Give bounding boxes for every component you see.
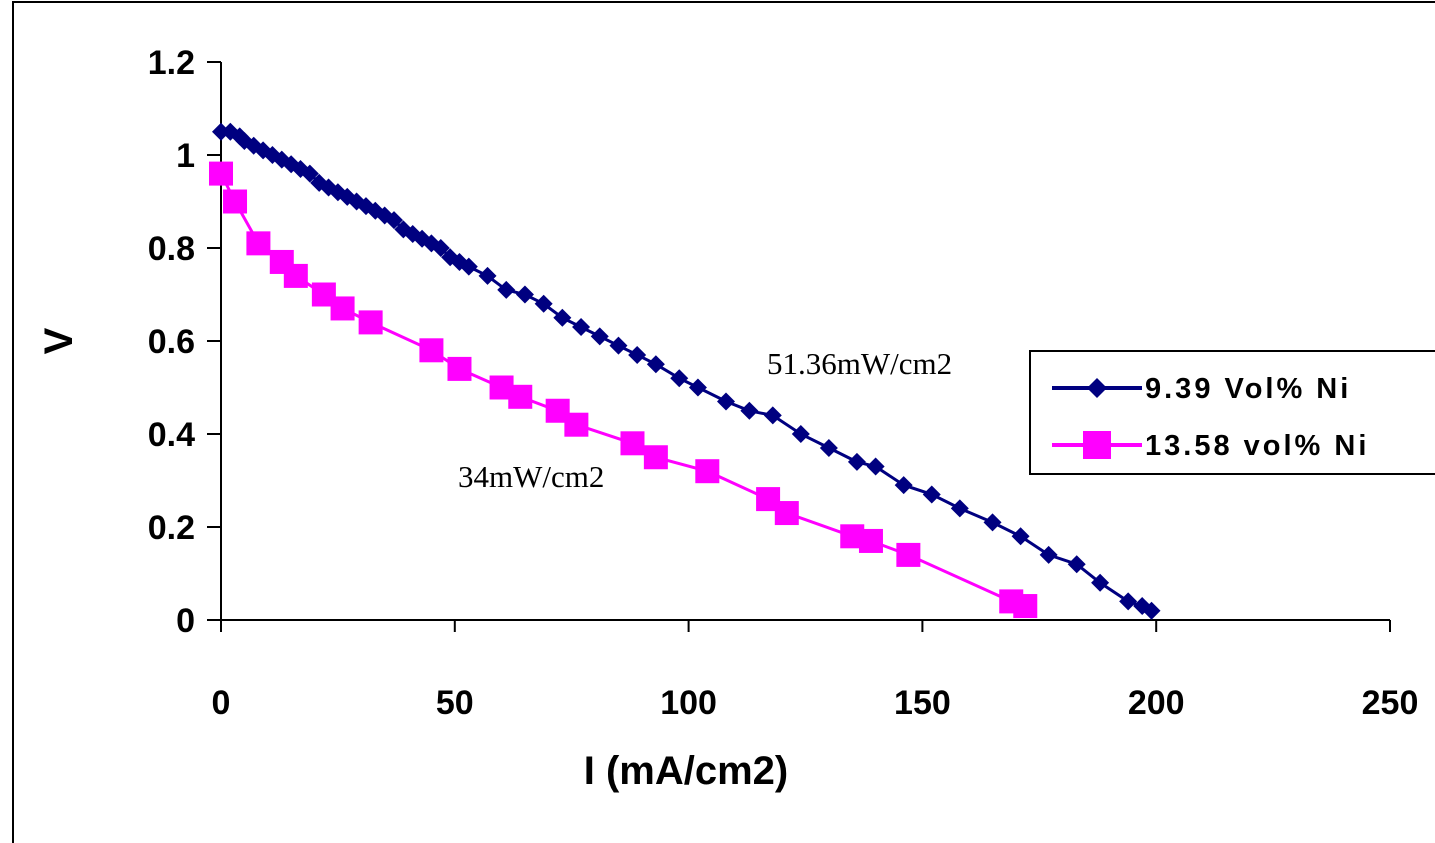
data-point xyxy=(791,425,810,443)
data-point xyxy=(1119,592,1138,611)
data-point xyxy=(1067,555,1086,574)
legend-item-2: 13.58 vol% Ni xyxy=(1052,430,1369,462)
data-point xyxy=(497,280,516,299)
y-axis-title: V xyxy=(37,327,81,354)
data-point xyxy=(553,308,572,327)
series-2 xyxy=(209,161,1038,619)
data-point xyxy=(447,356,472,381)
data-point xyxy=(246,231,271,256)
data-point xyxy=(419,338,444,363)
data-point xyxy=(983,513,1002,532)
chart-frame xyxy=(12,1,1435,843)
data-point xyxy=(459,257,478,276)
data-point xyxy=(819,438,838,457)
data-point xyxy=(688,378,707,397)
data-point xyxy=(646,355,665,374)
series-line-2 xyxy=(219,172,1026,608)
data-point xyxy=(283,263,308,288)
data-point xyxy=(385,211,404,230)
data-point xyxy=(1142,601,1161,620)
y-tick-label: 0.6 xyxy=(148,323,195,361)
data-point xyxy=(609,336,628,355)
data-point xyxy=(590,327,609,346)
data-point xyxy=(572,318,591,337)
data-point xyxy=(922,485,941,504)
data-point xyxy=(431,239,450,257)
data-point xyxy=(564,412,589,437)
data-point xyxy=(1091,573,1110,592)
data-point xyxy=(774,501,799,526)
annotation-power-density-series-2: 34mW/cm2 xyxy=(458,459,604,494)
data-point xyxy=(534,294,553,313)
legend-item-1: 9.39 Vol% Ni xyxy=(1052,373,1351,405)
data-point xyxy=(717,392,736,411)
series-layer xyxy=(209,122,1161,620)
data-point xyxy=(866,457,885,476)
data-point xyxy=(223,189,248,214)
data-point xyxy=(950,499,969,518)
x-tick-label: 0 xyxy=(212,684,231,722)
diamond-marker-icon xyxy=(1087,378,1107,398)
y-axis-ticks: 0 0.2 0.4 0.6 0.8 1 1.2 xyxy=(148,44,221,640)
data-point xyxy=(478,266,497,285)
y-tick-label: 1 xyxy=(176,137,195,175)
y-tick-label: 1.2 xyxy=(148,44,195,82)
y-tick-label: 0.2 xyxy=(148,509,195,547)
data-point xyxy=(1011,527,1030,546)
data-point xyxy=(1013,594,1038,619)
square-marker-icon xyxy=(1083,431,1111,459)
data-point xyxy=(330,296,355,321)
legend: 9.39 Vol% Ni 13.58 vol% Ni xyxy=(1029,350,1435,475)
data-point xyxy=(740,401,759,420)
data-point xyxy=(763,406,782,425)
y-tick-label: 0 xyxy=(176,602,195,640)
y-tick-label: 0.8 xyxy=(148,230,195,268)
data-point xyxy=(300,164,319,183)
data-point xyxy=(695,459,720,484)
data-point xyxy=(643,445,668,470)
x-axis-ticks: 0 50 100 150 200 250 xyxy=(212,620,1419,722)
x-tick-label: 100 xyxy=(660,684,717,722)
data-point xyxy=(894,476,913,495)
x-tick-label: 150 xyxy=(894,684,951,722)
data-point xyxy=(1039,545,1058,564)
data-point xyxy=(628,345,647,364)
data-point xyxy=(620,431,645,456)
x-tick-label: 50 xyxy=(436,684,474,722)
x-axis-title: I (mA/cm2) xyxy=(584,749,789,793)
data-point xyxy=(358,310,383,335)
legend-label: 9.39 Vol% Ni xyxy=(1145,373,1351,405)
data-point xyxy=(508,384,533,409)
data-point xyxy=(858,528,883,553)
data-point xyxy=(515,285,534,304)
x-tick-label: 200 xyxy=(1128,684,1185,722)
y-tick-label: 0.4 xyxy=(148,416,195,454)
annotation-power-density-series-1: 51.36mW/cm2 xyxy=(767,346,952,381)
data-point xyxy=(847,452,866,471)
data-point xyxy=(209,161,233,186)
data-point xyxy=(896,542,921,567)
series-1 xyxy=(212,122,1161,620)
legend-label: 13.58 vol% Ni xyxy=(1145,430,1369,462)
x-tick-label: 250 xyxy=(1362,684,1419,722)
data-point xyxy=(670,369,689,388)
data-point xyxy=(212,122,230,141)
